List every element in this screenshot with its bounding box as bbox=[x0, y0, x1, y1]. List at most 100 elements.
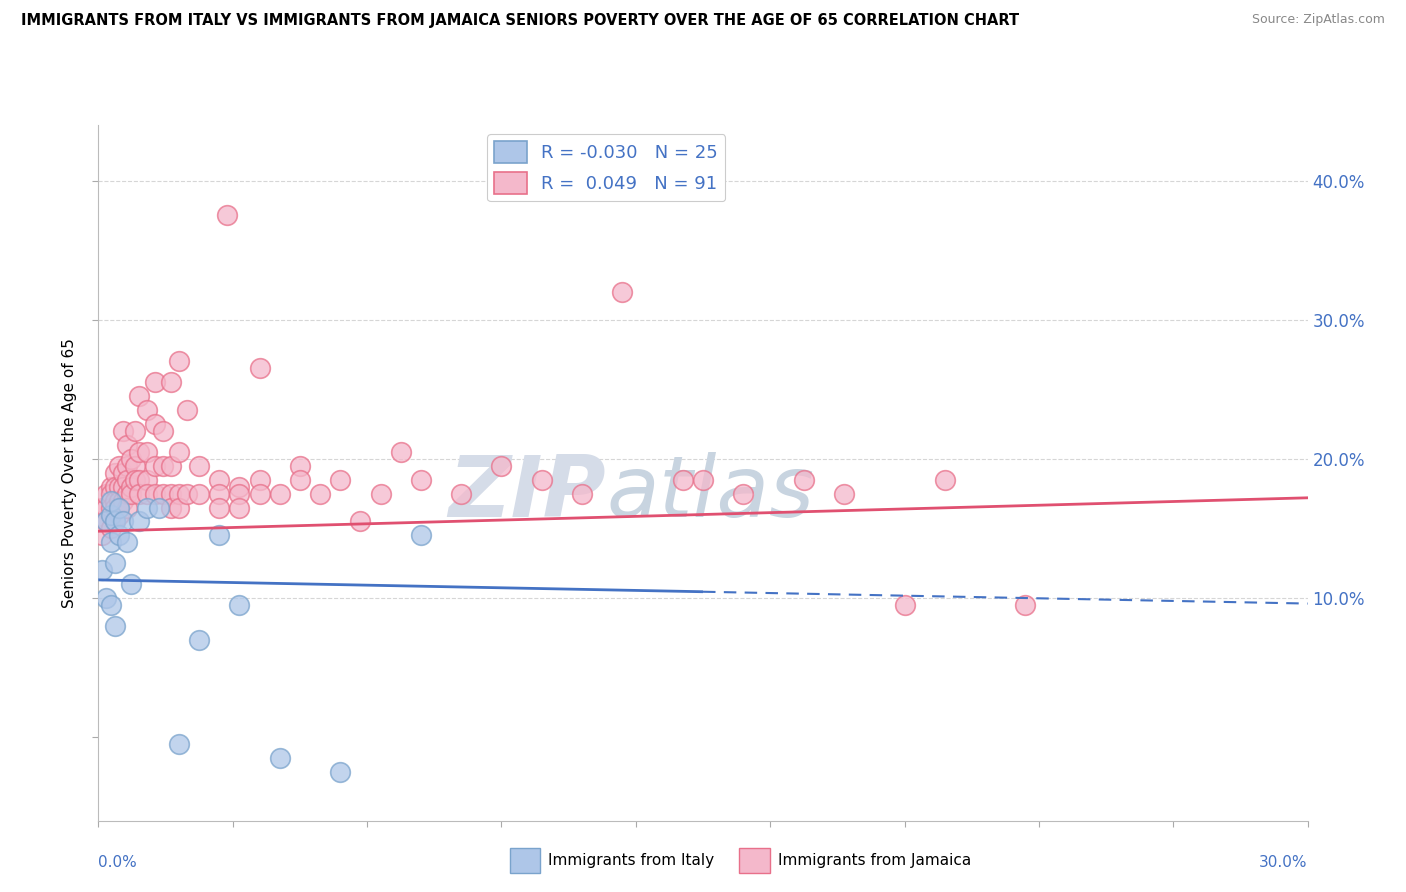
Point bbox=[269, 486, 291, 500]
Point bbox=[370, 486, 392, 500]
Point bbox=[124, 473, 146, 487]
Point bbox=[115, 473, 138, 487]
Point bbox=[100, 480, 122, 494]
Point bbox=[111, 515, 134, 529]
Point bbox=[120, 480, 142, 494]
Point bbox=[893, 598, 915, 612]
Point bbox=[160, 458, 183, 473]
Point bbox=[135, 500, 157, 515]
Point bbox=[249, 486, 271, 500]
Point bbox=[167, 737, 190, 751]
Point bbox=[228, 500, 250, 515]
Point bbox=[143, 486, 166, 500]
Text: Immigrants from Jamaica: Immigrants from Jamaica bbox=[778, 853, 972, 868]
Text: 30.0%: 30.0% bbox=[1260, 855, 1308, 871]
Point bbox=[143, 417, 166, 431]
Point bbox=[128, 389, 150, 403]
Point bbox=[115, 535, 138, 549]
Point bbox=[128, 445, 150, 459]
Point bbox=[409, 528, 432, 542]
Point bbox=[176, 486, 198, 500]
Point bbox=[128, 515, 150, 529]
Point bbox=[96, 500, 118, 515]
Point bbox=[91, 515, 114, 529]
Point bbox=[208, 473, 231, 487]
Point bbox=[208, 486, 231, 500]
Point bbox=[188, 458, 211, 473]
Point bbox=[288, 458, 311, 473]
Point bbox=[389, 445, 412, 459]
Point bbox=[115, 438, 138, 452]
Text: IMMIGRANTS FROM ITALY VS IMMIGRANTS FROM JAMAICA SENIORS POVERTY OVER THE AGE OF: IMMIGRANTS FROM ITALY VS IMMIGRANTS FROM… bbox=[21, 13, 1019, 29]
Point bbox=[100, 521, 122, 535]
Point bbox=[91, 500, 114, 515]
Point bbox=[120, 451, 142, 466]
Point bbox=[120, 577, 142, 591]
Point bbox=[228, 480, 250, 494]
Point bbox=[128, 486, 150, 500]
Point bbox=[135, 403, 157, 417]
Point bbox=[124, 424, 146, 438]
Point bbox=[111, 466, 134, 480]
Point bbox=[692, 473, 714, 487]
Point bbox=[217, 208, 239, 222]
Point bbox=[100, 535, 122, 549]
Point bbox=[228, 486, 250, 500]
Point bbox=[152, 424, 174, 438]
Point bbox=[530, 473, 553, 487]
Point bbox=[128, 473, 150, 487]
Legend: R = -0.030   N = 25, R =  0.049   N = 91: R = -0.030 N = 25, R = 0.049 N = 91 bbox=[488, 134, 725, 202]
Point bbox=[832, 486, 855, 500]
Point bbox=[100, 500, 122, 515]
Point bbox=[124, 458, 146, 473]
Point bbox=[115, 486, 138, 500]
Text: 0.0%: 0.0% bbox=[98, 855, 138, 871]
Point bbox=[208, 528, 231, 542]
Point bbox=[120, 486, 142, 500]
Point bbox=[91, 528, 114, 542]
Y-axis label: Seniors Poverty Over the Age of 65: Seniors Poverty Over the Age of 65 bbox=[62, 338, 77, 607]
Point bbox=[103, 556, 125, 570]
Point bbox=[228, 598, 250, 612]
Point bbox=[160, 376, 183, 390]
Point bbox=[1014, 598, 1036, 612]
Point bbox=[100, 508, 122, 522]
Point bbox=[409, 473, 432, 487]
Point bbox=[103, 500, 125, 515]
Point bbox=[571, 486, 593, 500]
Point bbox=[329, 764, 352, 779]
Point bbox=[249, 361, 271, 376]
Text: ZIP: ZIP bbox=[449, 452, 606, 535]
Point bbox=[115, 458, 138, 473]
Point bbox=[100, 486, 122, 500]
Point bbox=[103, 515, 125, 529]
Point bbox=[100, 493, 122, 508]
Text: Source: ZipAtlas.com: Source: ZipAtlas.com bbox=[1251, 13, 1385, 27]
Point bbox=[188, 632, 211, 647]
Point bbox=[135, 486, 157, 500]
Point bbox=[103, 466, 125, 480]
Point bbox=[115, 500, 138, 515]
Point bbox=[103, 515, 125, 529]
Point bbox=[793, 473, 815, 487]
Point bbox=[160, 500, 183, 515]
Point bbox=[111, 493, 134, 508]
Point bbox=[249, 473, 271, 487]
Point bbox=[107, 458, 129, 473]
Point bbox=[107, 493, 129, 508]
Point bbox=[167, 354, 190, 368]
Point bbox=[491, 458, 513, 473]
Point bbox=[152, 486, 174, 500]
Point bbox=[111, 424, 134, 438]
Point bbox=[269, 751, 291, 765]
Point bbox=[103, 493, 125, 508]
Point bbox=[188, 486, 211, 500]
Point bbox=[107, 500, 129, 515]
Point bbox=[148, 500, 170, 515]
Point bbox=[349, 515, 371, 529]
Point bbox=[934, 473, 956, 487]
Point bbox=[107, 480, 129, 494]
Point bbox=[96, 486, 118, 500]
Point bbox=[135, 445, 157, 459]
Text: atlas: atlas bbox=[606, 452, 814, 535]
